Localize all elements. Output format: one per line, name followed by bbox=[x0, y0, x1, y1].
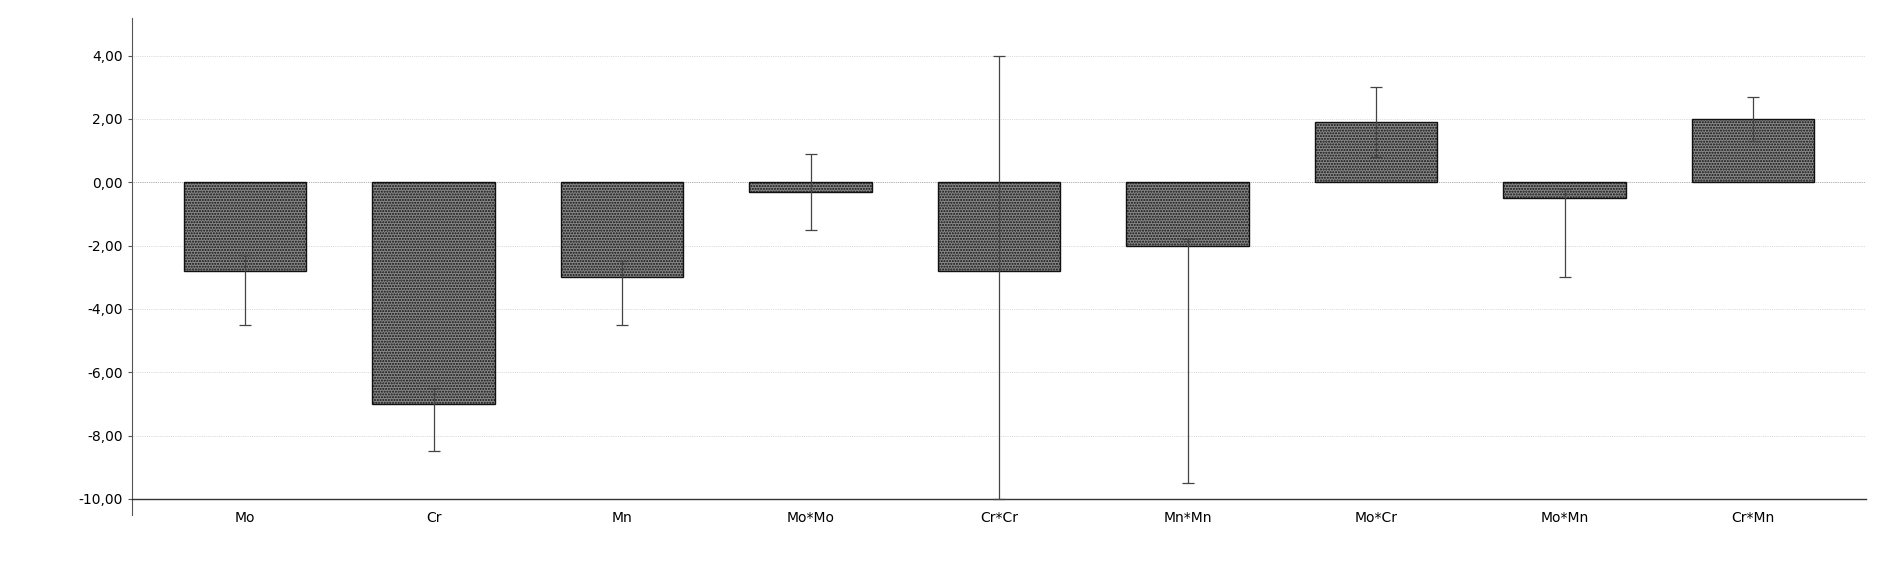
Bar bbox=[939, 183, 1061, 271]
Bar bbox=[750, 183, 871, 192]
Bar bbox=[1693, 119, 1813, 183]
Bar bbox=[562, 183, 684, 277]
Bar bbox=[1127, 183, 1250, 246]
Bar bbox=[371, 183, 494, 404]
Bar bbox=[183, 183, 305, 271]
Bar bbox=[1504, 183, 1627, 198]
Bar bbox=[1316, 122, 1438, 183]
